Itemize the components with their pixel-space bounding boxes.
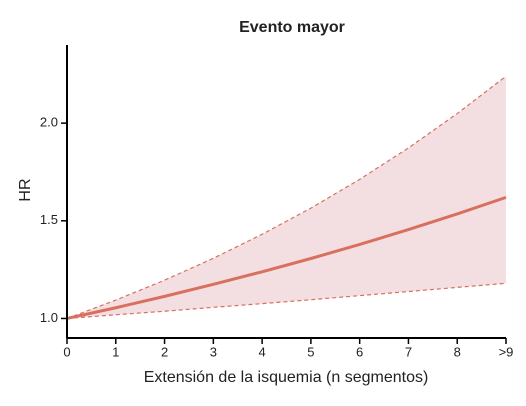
x-tick-label: 6 [356, 344, 363, 359]
x-axis-label: Extensión de la isquemia (n segmentos) [144, 369, 429, 386]
y-tick-label: 2.0 [40, 115, 58, 130]
x-tick-label: 8 [454, 344, 461, 359]
y-tick-label: 1.0 [40, 310, 58, 325]
x-tick-label: 0 [63, 344, 70, 359]
hr-line [66, 195, 507, 320]
x-tick-label: >9 [499, 344, 514, 359]
x-tick-label: 1 [112, 344, 119, 359]
x-tick-label: 3 [210, 344, 217, 359]
y-tick-label: 1.5 [40, 212, 58, 227]
y-axis-label: HR [17, 178, 34, 201]
confidence-band [67, 76, 506, 319]
upper-ci-line [66, 75, 507, 320]
x-tick-label: 7 [405, 344, 412, 359]
x-tick-label: 4 [258, 344, 265, 359]
lower-ci-line [66, 282, 507, 320]
chart-title: Evento mayor [239, 19, 345, 36]
x-tick-label: 5 [307, 344, 314, 359]
x-tick-label: 2 [161, 344, 168, 359]
